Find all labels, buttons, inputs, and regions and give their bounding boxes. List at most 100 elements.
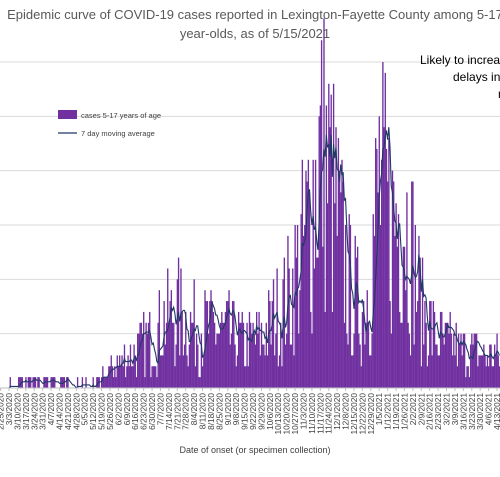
case-bar: [263, 344, 265, 388]
case-bar: [211, 301, 213, 388]
case-bar: [466, 366, 468, 388]
x-tick-label: 6/9/2020: [122, 393, 132, 426]
case-bar: [243, 366, 246, 388]
case-bar: [175, 344, 177, 388]
case-bar: [180, 268, 182, 388]
legend-bar-swatch: [58, 110, 77, 119]
case-bar: [460, 333, 462, 388]
case-bar: [283, 257, 286, 388]
case-bar: [114, 366, 116, 388]
case-bar: [341, 159, 343, 388]
case-bar: [183, 344, 186, 388]
case-bar: [487, 366, 490, 388]
case-bar: [300, 214, 302, 388]
case-bar: [461, 355, 463, 388]
case-bar: [294, 225, 296, 388]
case-bar: [33, 377, 36, 388]
x-tick-label: 1/5/2021: [374, 393, 384, 426]
case-bar: [188, 344, 191, 388]
x-tick-label: 3/17/2020: [21, 393, 31, 430]
case-bar: [444, 322, 447, 388]
case-bar: [92, 377, 94, 388]
case-bar: [387, 181, 389, 388]
case-bar: [9, 377, 11, 388]
case-bar: [314, 159, 317, 388]
case-bar: [189, 311, 192, 388]
case-bar: [405, 290, 407, 388]
x-tick-label: 8/4/2020: [189, 393, 199, 426]
x-tick-label: 4/28/2020: [71, 393, 81, 430]
case-bar: [350, 355, 353, 388]
case-bar: [157, 322, 159, 388]
annotation-text: re: [498, 87, 500, 101]
case-bar: [245, 366, 247, 388]
case-bar: [293, 355, 295, 388]
case-bar: [229, 344, 231, 388]
case-bar: [216, 333, 218, 388]
case-bar: [191, 322, 193, 388]
case-bar: [317, 257, 319, 388]
x-tick-label: 4/6/2021: [484, 393, 494, 426]
case-bar: [217, 333, 219, 388]
case-bar: [492, 366, 495, 388]
case-bar: [141, 333, 144, 388]
case-bar: [30, 377, 32, 388]
case-bar: [262, 344, 264, 388]
case-bar: [153, 366, 156, 388]
legend-bar-label: cases 5-17 years of age: [81, 111, 161, 120]
case-bar: [371, 333, 373, 388]
x-tick-label: 10/20/2020: [282, 393, 292, 435]
case-bar: [302, 235, 305, 388]
case-bar: [228, 290, 230, 388]
case-bar: [439, 311, 442, 388]
case-bar: [359, 344, 361, 388]
case-bar: [445, 322, 448, 388]
case-bar: [159, 355, 162, 388]
case-bar: [401, 322, 403, 388]
case-bar: [377, 192, 379, 388]
case-bar: [316, 257, 318, 388]
x-tick-label: 9/29/2020: [256, 393, 266, 430]
case-bar: [421, 257, 424, 388]
chart-title: Epidemic curve of COVID-19 cases reporte…: [7, 7, 500, 22]
case-bar: [198, 377, 200, 388]
case-bar: [382, 62, 384, 388]
case-bar: [239, 322, 241, 388]
case-bar: [19, 377, 21, 388]
case-bar: [483, 344, 485, 388]
case-bar: [489, 344, 491, 388]
case-bar: [121, 355, 123, 388]
case-bar: [215, 344, 217, 388]
case-bar: [454, 355, 456, 388]
case-bar: [133, 344, 135, 388]
x-tick-label: 1/19/2021: [391, 393, 401, 430]
case-bar: [195, 333, 198, 388]
case-bar: [304, 225, 306, 388]
case-bar: [144, 377, 146, 388]
case-bar: [366, 290, 368, 388]
case-bar: [334, 203, 336, 388]
case-bar: [491, 366, 493, 388]
case-bar: [271, 301, 273, 388]
case-bar: [270, 344, 272, 388]
case-bar: [413, 344, 415, 388]
case-bar: [224, 311, 227, 388]
case-bar: [295, 257, 298, 388]
case-bar: [456, 366, 459, 388]
x-tick-label: 3/24/2020: [29, 393, 39, 430]
case-bar: [162, 355, 164, 388]
case-bar: [206, 301, 209, 388]
case-bar: [306, 181, 308, 388]
x-tick-label: 3/2/2021: [442, 393, 452, 426]
case-bar: [417, 301, 419, 388]
case-bar: [384, 72, 386, 388]
case-bar: [449, 311, 451, 388]
case-bar: [370, 355, 372, 388]
case-bar: [493, 344, 496, 388]
x-tick-label: 9/1/2020: [223, 393, 233, 426]
bar-series: [9, 18, 500, 389]
case-bar: [475, 333, 478, 388]
case-bar: [471, 333, 473, 388]
case-bar: [32, 377, 34, 388]
case-bar: [250, 322, 252, 388]
